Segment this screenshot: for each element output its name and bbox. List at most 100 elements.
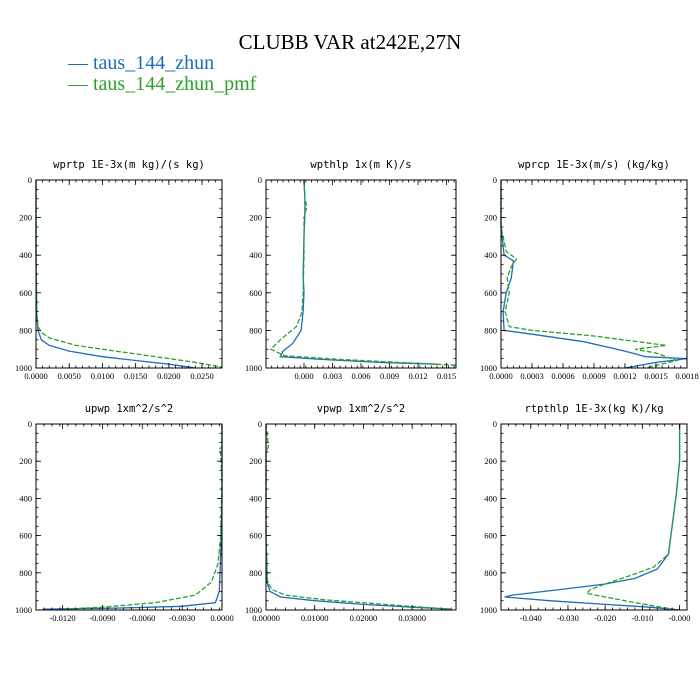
x-tick-label: -0.0060	[129, 613, 155, 623]
x-tick-label: 0.0000	[24, 371, 47, 381]
y-tick-label: 200	[484, 213, 497, 223]
y-tick-label: 200	[484, 456, 497, 466]
y-tick-label: 800	[484, 325, 497, 335]
series-line-1	[504, 424, 681, 611]
y-tick-label: 1000	[245, 605, 262, 615]
y-tick-label: 400	[249, 493, 262, 503]
x-tick-label: 0.0006	[551, 371, 574, 381]
y-tick-label: 0	[493, 419, 497, 429]
x-tick-label: 0.0009	[582, 371, 605, 381]
x-tick-label: 0.006	[351, 371, 370, 381]
y-tick-label: 0	[28, 175, 32, 185]
y-tick-label: 0	[28, 419, 32, 429]
x-tick-label: 0.0100	[91, 371, 114, 381]
x-tick-label: -0.0090	[89, 613, 115, 623]
y-tick-label: 1000	[245, 363, 262, 373]
series-line-1	[265, 424, 452, 610]
series-line-1	[279, 179, 438, 365]
panel-title: wprcp 1E-3x(m/s) (kg/kg)	[518, 159, 670, 171]
y-tick-label: 400	[484, 250, 497, 260]
series-line-1	[500, 180, 688, 369]
y-tick-label: 800	[19, 325, 32, 335]
x-tick-label: 0.0000	[210, 613, 233, 623]
series-line-2	[585, 424, 681, 611]
y-tick-label: 1000	[480, 605, 497, 615]
y-tick-label: 600	[249, 288, 262, 298]
x-tick-label: -0.0120	[49, 613, 75, 623]
x-tick-label: 0.009	[380, 371, 399, 381]
panel-title: rtpthlp 1E-3x(kg K)/kg	[524, 403, 663, 415]
series-line-2	[35, 180, 223, 368]
y-tick-label: 200	[19, 456, 32, 466]
y-tick-label: 200	[19, 213, 32, 223]
series-line-2	[62, 424, 223, 610]
x-tick-label: 0.02000	[350, 613, 378, 623]
x-tick-label: 0.0200	[157, 371, 180, 381]
panel-1: wprtp 1E-3x(m kg)/(s kg) 0 200 400 600 800 100…	[15, 159, 223, 381]
x-tick-label: -0.000	[669, 613, 691, 623]
x-tick-label: 0.0018	[675, 371, 698, 381]
series-line-1	[42, 424, 223, 610]
plot-frame	[265, 423, 457, 611]
panel-title: upwp 1xm^2/s^2	[85, 403, 174, 415]
panel-title: vpwp 1xm^2/s^2	[317, 403, 406, 415]
x-tick-label: 0.0250	[190, 371, 213, 381]
x-tick-label: 0.0150	[124, 371, 147, 381]
x-tick-label: -0.020	[594, 613, 616, 623]
y-tick-label: 600	[484, 531, 497, 541]
panel-2: wpthlp 1x(m K)/s 0 200 400 600 800 1000 0.000 0.…	[245, 159, 457, 381]
series-line-2	[269, 179, 457, 366]
y-tick-label: 800	[249, 568, 262, 578]
plot-frame	[500, 423, 688, 611]
y-tick-label: 800	[249, 325, 262, 335]
x-tick-label: 0.000	[294, 371, 313, 381]
y-tick-label: 0	[258, 419, 262, 429]
y-tick-label: 200	[249, 456, 262, 466]
x-tick-label: 0.01000	[301, 613, 329, 623]
series-line-2	[500, 180, 679, 369]
plot-frame	[500, 179, 688, 369]
y-tick-label: 600	[19, 531, 32, 541]
legend-entry-1: — taus_144_zhun	[67, 52, 214, 74]
panel-4: upwp 1xm^2/s^2 0 200 400 600 800 1000 -0.0120 -0…	[15, 403, 234, 623]
legend: — taus_144_zhun — taus_144_zhun_pmf	[67, 52, 257, 95]
panel-3: wprcp 1E-3x(m/s) (kg/kg) 0 200 400 600 800 100…	[480, 159, 699, 381]
panel-title: wpthlp 1x(m K)/s	[310, 159, 411, 171]
series-line-1	[35, 180, 196, 369]
y-tick-label: 800	[484, 568, 497, 578]
y-tick-label: 600	[19, 288, 32, 298]
y-tick-label: 1000	[15, 605, 32, 615]
y-tick-label: 400	[249, 250, 262, 260]
series-line-2	[265, 423, 452, 610]
x-tick-label: 0.0050	[58, 371, 81, 381]
x-tick-label: 0.012	[408, 371, 427, 381]
panel-6: rtpthlp 1E-3x(kg K)/kg 0 200 400 600 800 1000 -…	[480, 403, 691, 623]
x-tick-label: 0.0003	[520, 371, 543, 381]
panel-grid: wprtp 1E-3x(m kg)/(s kg) 0 200 400 600 800 100…	[15, 159, 699, 623]
plot-frame	[35, 423, 223, 611]
y-tick-label: 0	[258, 175, 262, 185]
x-tick-label: 0.015	[437, 371, 456, 381]
x-tick-label: 0.00000	[252, 613, 280, 623]
panel-title: wprtp 1E-3x(m kg)/(s kg)	[53, 159, 205, 171]
x-tick-label: 0.003	[323, 371, 342, 381]
x-tick-label: 0.0012	[613, 371, 636, 381]
y-tick-label: 200	[249, 213, 262, 223]
legend-entry-2: — taus_144_zhun_pmf	[67, 73, 257, 95]
y-tick-label: 600	[249, 531, 262, 541]
x-tick-label: -0.010	[631, 613, 653, 623]
main-title: CLUBB VAR at242E,27N	[239, 30, 462, 54]
plot-frame	[35, 179, 223, 369]
y-tick-label: 1000	[480, 363, 497, 373]
y-tick-label: 400	[19, 250, 32, 260]
x-tick-label: 0.0015	[644, 371, 667, 381]
y-tick-label: 1000	[15, 363, 32, 373]
y-tick-label: 400	[19, 493, 32, 503]
y-tick-label: 0	[493, 175, 497, 185]
y-tick-label: 400	[484, 493, 497, 503]
x-tick-label: -0.040	[520, 613, 542, 623]
x-tick-label: 0.0000	[489, 371, 512, 381]
y-tick-label: 800	[19, 568, 32, 578]
